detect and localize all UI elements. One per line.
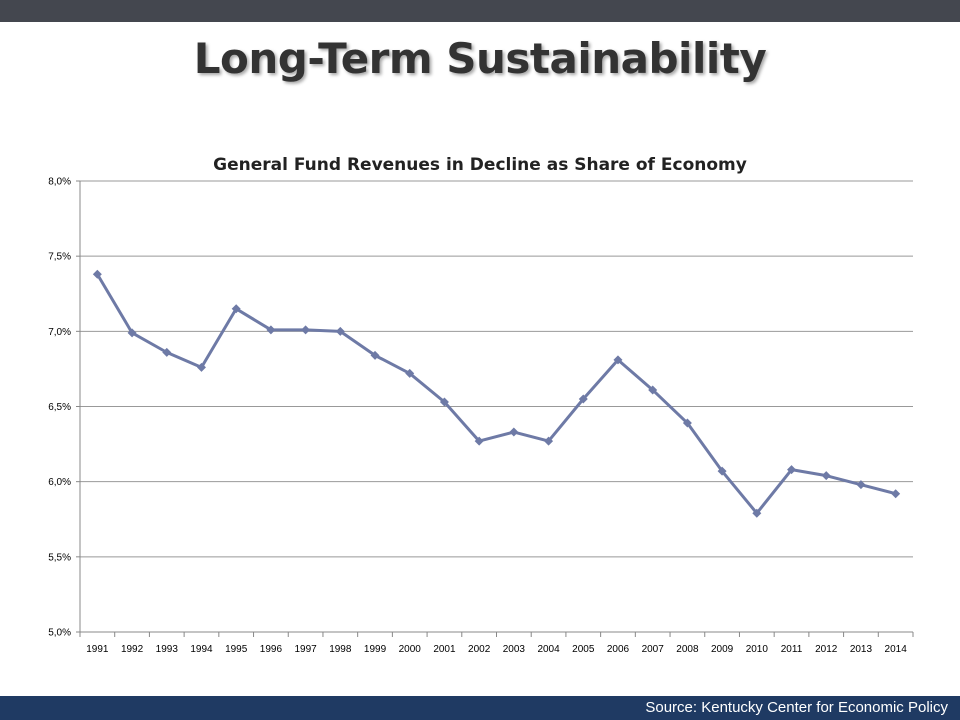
data-point-marker <box>405 368 415 378</box>
data-point-marker <box>266 325 276 335</box>
x-tick-label: 2014 <box>885 644 908 655</box>
x-tick-label: 1991 <box>86 644 109 655</box>
chart-title: General Fund Revenues in Decline as Shar… <box>213 155 747 175</box>
y-tick-label: 6,0% <box>48 477 71 488</box>
data-point-marker <box>856 480 866 490</box>
data-point-marker <box>335 326 345 336</box>
data-point-marker <box>682 418 692 428</box>
series-line <box>96 273 897 515</box>
x-tick-label: 2005 <box>572 644 595 655</box>
y-tick-label: 7,5% <box>48 252 71 263</box>
data-point-marker <box>162 347 172 357</box>
data-point-marker <box>648 385 658 395</box>
y-tick-label: 6,5% <box>48 402 71 413</box>
data-point-marker <box>509 427 519 437</box>
x-tick-label: 1996 <box>260 644 283 655</box>
data-point-marker <box>231 304 241 314</box>
data-point-marker <box>821 471 831 481</box>
x-tick-label: 1995 <box>225 644 248 655</box>
x-tick-label: 1992 <box>121 644 144 655</box>
data-point-marker <box>578 394 588 404</box>
gridlines <box>80 180 913 558</box>
line-chart: General Fund Revenues in Decline as Shar… <box>48 155 914 655</box>
x-tick-labels: 1991 1992 1993 1994 1995 1996 1997 1998 1999 2000… <box>86 644 907 655</box>
x-tick-label: 2011 <box>781 644 803 655</box>
x-tick-label: 2000 <box>399 644 422 655</box>
source-note: Source: Kentucky Center for Economic Pol… <box>645 699 948 716</box>
x-tick-label: 2007 <box>642 644 665 655</box>
data-point-marker <box>92 269 102 279</box>
x-tick-label: 2010 <box>746 644 769 655</box>
x-tick-label: 2003 <box>503 644 526 655</box>
x-tick-label: 2001 <box>433 644 456 655</box>
chart-area: General Fund Revenues in Decline as Shar… <box>0 140 960 670</box>
data-point-marker <box>370 350 380 360</box>
data-point-marker <box>752 508 762 518</box>
data-point-marker <box>439 397 449 407</box>
y-tick-label: 8,0% <box>48 177 71 188</box>
footer-bar: Source: Kentucky Center for Economic Pol… <box>0 696 960 720</box>
x-tick-label: 2004 <box>537 644 560 655</box>
x-tick-label: 2006 <box>607 644 630 655</box>
y-tick-label: 5,0% <box>48 628 71 639</box>
series-layer <box>92 269 901 518</box>
y-tick-label: 7,0% <box>48 327 71 338</box>
x-tick-label: 2002 <box>468 644 491 655</box>
data-point-marker <box>717 466 727 476</box>
x-tick-label: 2012 <box>815 644 838 655</box>
y-tick-label: 5,5% <box>48 552 71 563</box>
top-bar <box>0 0 960 22</box>
x-tick-label: 1997 <box>294 644 317 655</box>
x-tick-label: 1993 <box>156 644 179 655</box>
x-tick-label: 2013 <box>850 644 873 655</box>
data-point-marker <box>301 325 311 335</box>
data-point-marker <box>891 489 901 499</box>
axes <box>76 180 914 637</box>
data-point-marker <box>787 465 797 475</box>
data-point-marker <box>474 436 484 446</box>
data-point-marker <box>544 436 554 446</box>
data-point-marker <box>127 328 137 338</box>
slide-title: Long-Term Sustainability <box>193 34 767 83</box>
x-tick-label: 1999 <box>364 644 387 655</box>
x-tick-label: 1994 <box>190 644 213 655</box>
x-tick-label: 2008 <box>676 644 699 655</box>
x-tick-label: 1998 <box>329 644 352 655</box>
x-tick-label: 2009 <box>711 644 734 655</box>
data-point-marker <box>196 362 206 372</box>
data-point-marker <box>613 355 623 365</box>
y-tick-labels: 5,0% 5,5% 6,0% 6,5% 7,0% 7,5% 8,0% <box>48 177 71 639</box>
